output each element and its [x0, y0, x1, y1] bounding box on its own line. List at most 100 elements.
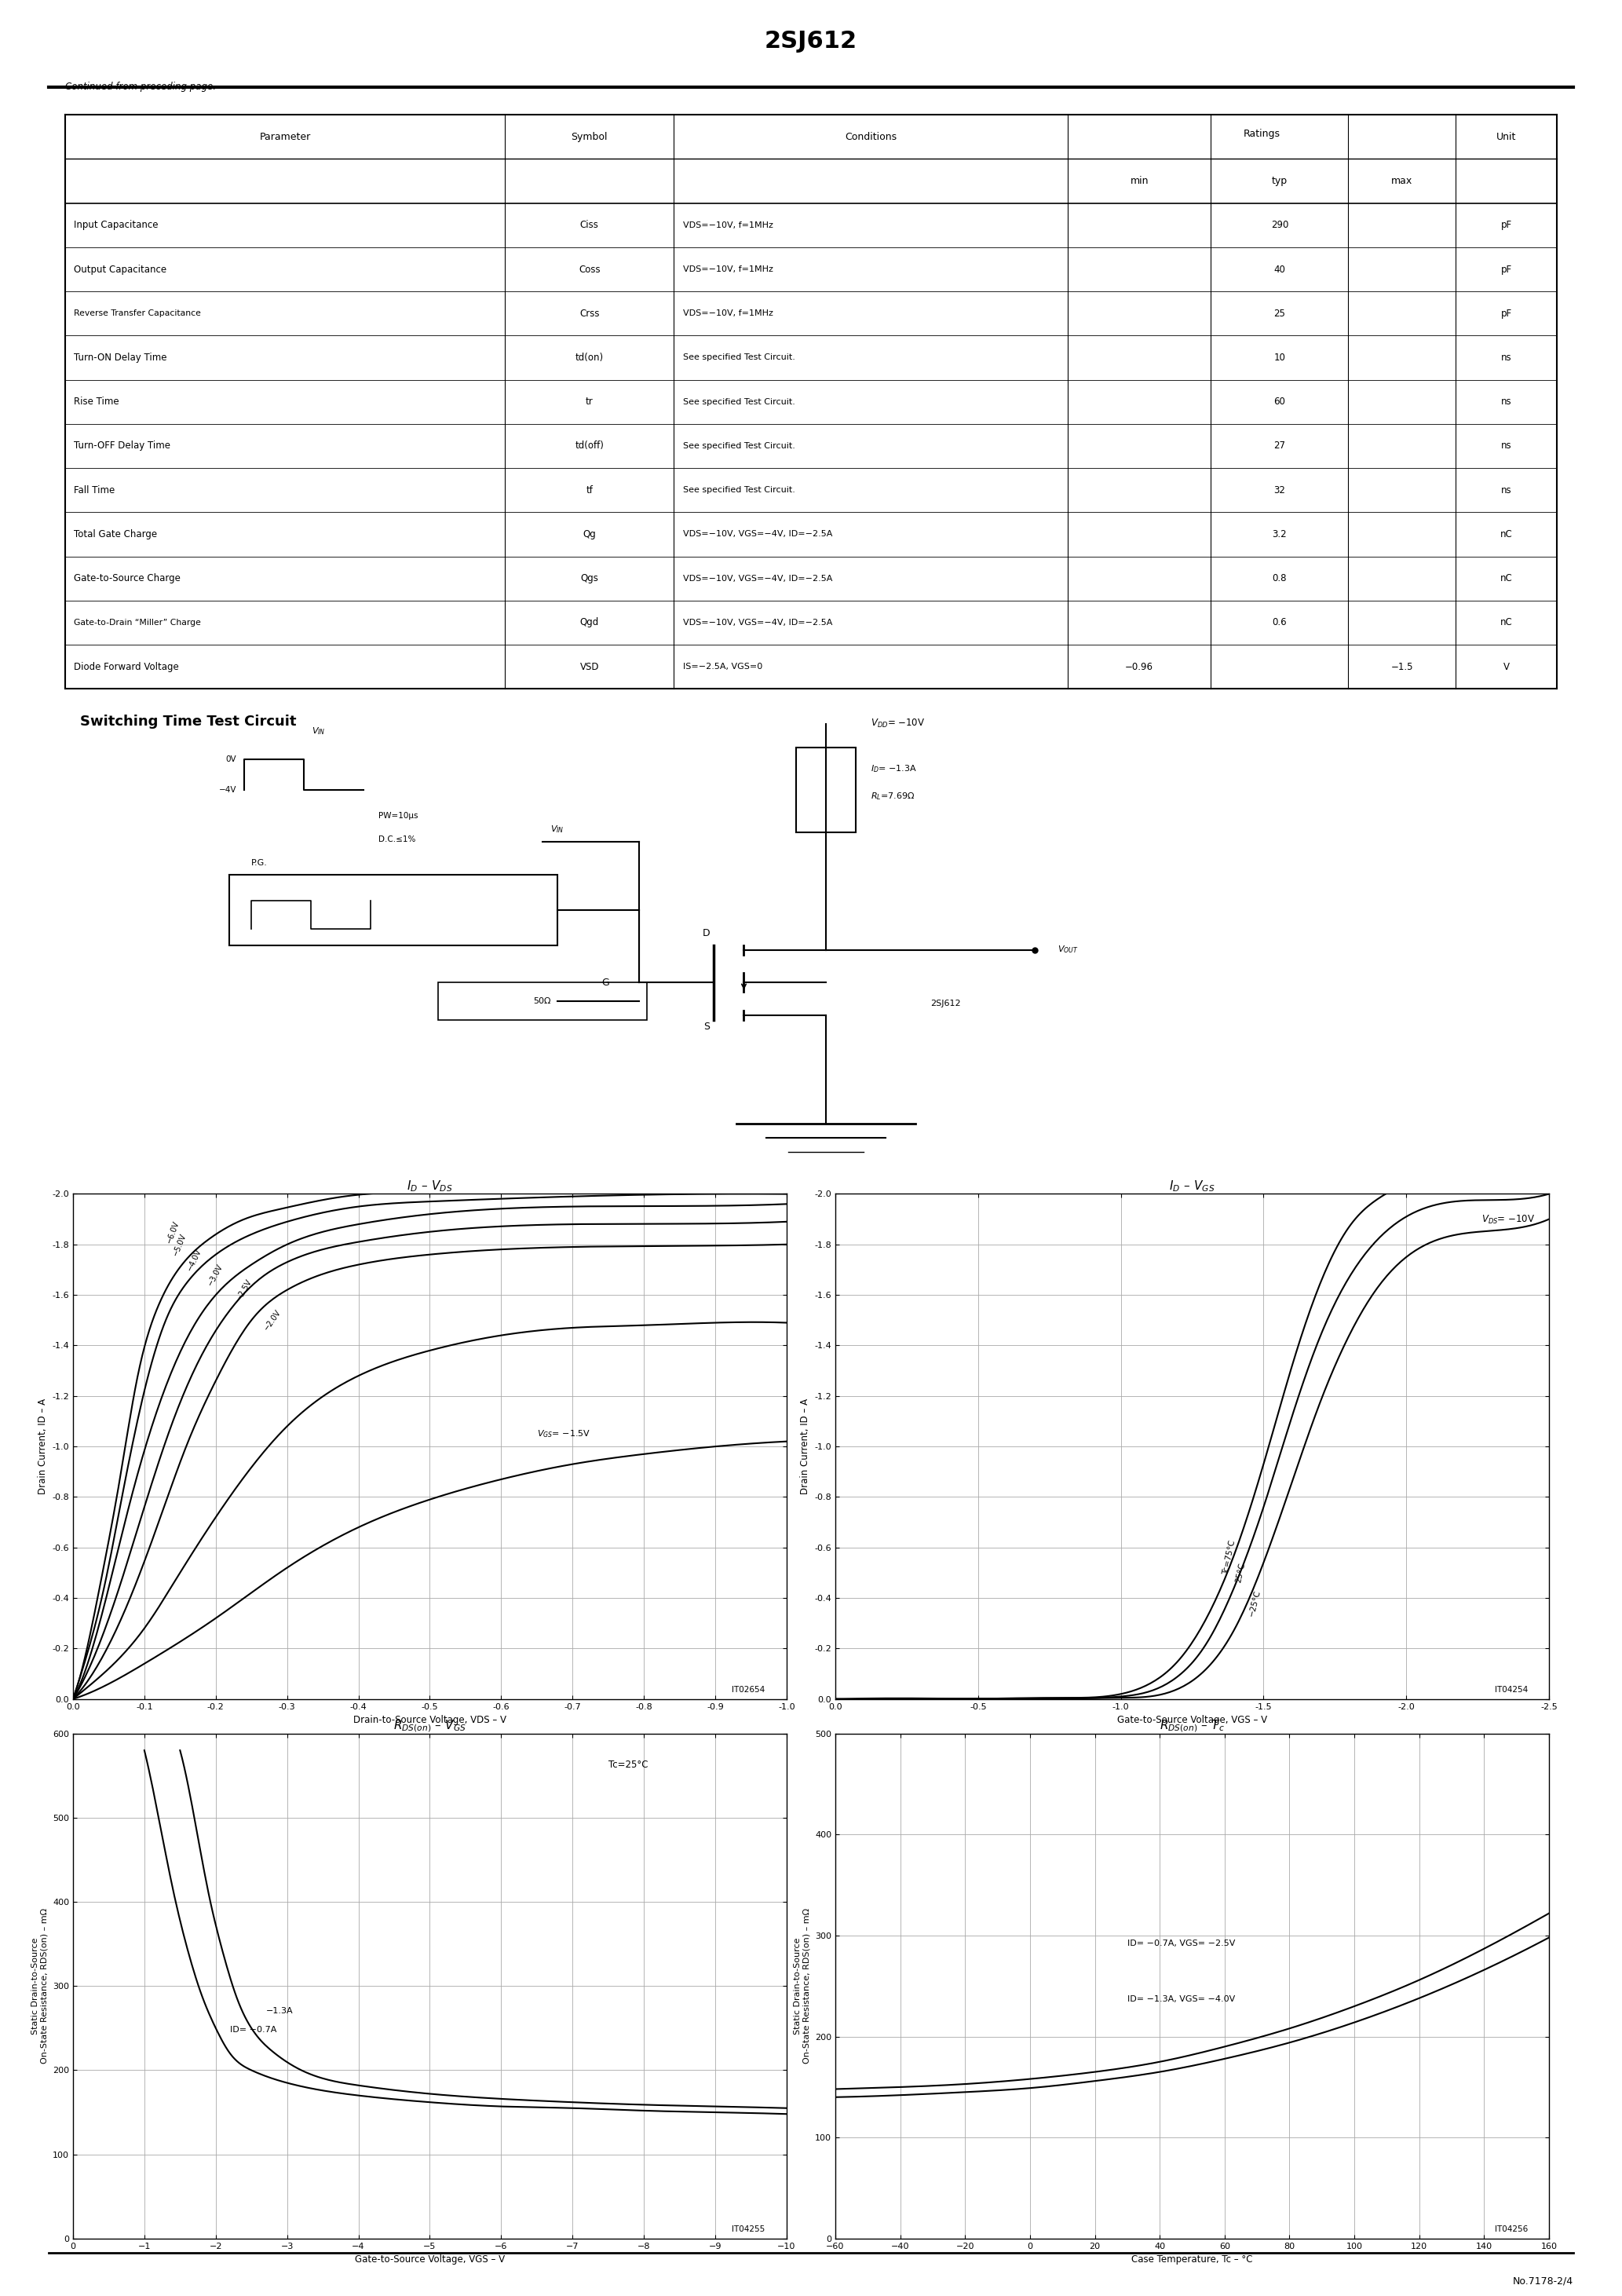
Text: Symbol: Symbol — [571, 131, 608, 142]
Text: See specified Test Circuit.: See specified Test Circuit. — [683, 443, 795, 450]
Text: −2.0V: −2.0V — [263, 1309, 282, 1332]
Text: $V_{DS}$= $-$10V: $V_{DS}$= $-$10V — [1481, 1215, 1534, 1226]
Text: Crss: Crss — [579, 308, 600, 319]
Text: Unit: Unit — [1497, 131, 1517, 142]
Text: PW=10μs: PW=10μs — [378, 813, 418, 820]
Text: $V_{IN}$: $V_{IN}$ — [311, 726, 326, 737]
Text: $V_{OUT}$: $V_{OUT}$ — [1058, 944, 1079, 955]
Text: 60: 60 — [1273, 397, 1285, 406]
Text: Diode Forward Voltage: Diode Forward Voltage — [75, 661, 178, 673]
Text: nC: nC — [1500, 574, 1513, 583]
Text: Coss: Coss — [579, 264, 600, 276]
Bar — [796, 748, 856, 831]
Text: Continued from preceding page.: Continued from preceding page. — [65, 83, 216, 92]
Text: ns: ns — [1500, 397, 1512, 406]
X-axis label: Gate-to-Source Voltage, VGS – V: Gate-to-Source Voltage, VGS – V — [355, 2255, 504, 2264]
Text: $V_{IN}$: $V_{IN}$ — [550, 824, 564, 836]
Text: $I_D$= −1.3A: $I_D$= −1.3A — [871, 762, 916, 774]
Text: ns: ns — [1500, 354, 1512, 363]
Text: IT04256: IT04256 — [1494, 2225, 1528, 2234]
Text: Input Capacitance: Input Capacitance — [75, 220, 159, 230]
Text: −0.96: −0.96 — [1126, 661, 1153, 673]
Text: 10: 10 — [1273, 354, 1285, 363]
Text: td(off): td(off) — [574, 441, 603, 450]
Text: Tc=75°C: Tc=75°C — [1221, 1541, 1238, 1575]
Text: max: max — [1392, 177, 1413, 186]
Text: P.G.: P.G. — [251, 859, 268, 866]
Text: IT02654: IT02654 — [732, 1685, 766, 1694]
Text: Output Capacitance: Output Capacitance — [75, 264, 167, 276]
Text: typ: typ — [1272, 177, 1288, 186]
Text: 2SJ612: 2SJ612 — [931, 1001, 960, 1008]
Text: See specified Test Circuit.: See specified Test Circuit. — [683, 354, 795, 360]
Text: Qgd: Qgd — [581, 618, 599, 627]
Text: Total Gate Charge: Total Gate Charge — [75, 528, 157, 540]
Text: pF: pF — [1500, 220, 1512, 230]
Text: See specified Test Circuit.: See specified Test Circuit. — [683, 487, 795, 494]
Text: −6.0V: −6.0V — [165, 1219, 180, 1244]
Y-axis label: Static Drain-to-Source
On-State Resistance, RDS(on) – mΩ: Static Drain-to-Source On-State Resistan… — [793, 1908, 811, 2064]
Text: −2.5V: −2.5V — [235, 1277, 253, 1302]
Text: 2SJ612: 2SJ612 — [764, 30, 858, 53]
Text: Reverse Transfer Capacitance: Reverse Transfer Capacitance — [75, 310, 201, 317]
Text: tr: tr — [586, 397, 594, 406]
Text: Qg: Qg — [582, 528, 595, 540]
Text: Parameter: Parameter — [260, 131, 310, 142]
Text: 0V: 0V — [225, 755, 237, 762]
Text: −1.3A: −1.3A — [266, 2007, 294, 2014]
Text: VDS=−10V, VGS=−4V, ID=−2.5A: VDS=−10V, VGS=−4V, ID=−2.5A — [683, 618, 832, 627]
Text: Tc=25°C: Tc=25°C — [608, 1759, 647, 1770]
Text: 25°C: 25°C — [1234, 1561, 1247, 1584]
Text: 50Ω: 50Ω — [534, 996, 551, 1006]
X-axis label: Gate-to-Source Voltage, VGS – V: Gate-to-Source Voltage, VGS – V — [1118, 1715, 1267, 1724]
Text: See specified Test Circuit.: See specified Test Circuit. — [683, 397, 795, 406]
Text: S: S — [704, 1022, 710, 1033]
Text: 3.2: 3.2 — [1272, 528, 1286, 540]
Text: $V_{DD}$= −10V: $V_{DD}$= −10V — [871, 719, 925, 730]
Text: −1.5: −1.5 — [1390, 661, 1413, 673]
Text: tf: tf — [586, 484, 594, 496]
Text: td(on): td(on) — [576, 354, 603, 363]
Text: Gate-to-Drain “Miller” Charge: Gate-to-Drain “Miller” Charge — [75, 618, 201, 627]
Text: VDS=−10V, VGS=−4V, ID=−2.5A: VDS=−10V, VGS=−4V, ID=−2.5A — [683, 574, 832, 583]
Title: $I_D$ – $V_{DS}$: $I_D$ – $V_{DS}$ — [407, 1178, 453, 1194]
X-axis label: Drain-to-Source Voltage, VDS – V: Drain-to-Source Voltage, VDS – V — [354, 1715, 506, 1724]
Text: pF: pF — [1500, 264, 1512, 276]
Text: ID= −1.3A, VGS= −4.0V: ID= −1.3A, VGS= −4.0V — [1127, 1995, 1234, 2002]
Text: 25: 25 — [1273, 308, 1285, 319]
Text: 32: 32 — [1273, 484, 1285, 496]
Text: ns: ns — [1500, 441, 1512, 450]
Text: 0.6: 0.6 — [1272, 618, 1286, 627]
Text: $V_{GS}$= $-$1.5V: $V_{GS}$= $-$1.5V — [537, 1428, 590, 1440]
Y-axis label: Drain Current, ID – A: Drain Current, ID – A — [37, 1398, 47, 1495]
Text: G: G — [602, 978, 610, 987]
Bar — [438, 983, 647, 1019]
Y-axis label: Drain Current, ID – A: Drain Current, ID – A — [800, 1398, 809, 1495]
Text: D: D — [702, 928, 710, 939]
Text: pF: pF — [1500, 308, 1512, 319]
Text: VDS=−10V, f=1MHz: VDS=−10V, f=1MHz — [683, 266, 772, 273]
Text: IT04255: IT04255 — [732, 2225, 766, 2234]
Text: −3.0V: −3.0V — [206, 1263, 225, 1288]
Text: Switching Time Test Circuit: Switching Time Test Circuit — [79, 714, 297, 728]
Text: −4.0V: −4.0V — [187, 1247, 203, 1272]
Text: No.7178-2/4: No.7178-2/4 — [1513, 2275, 1573, 2287]
Text: Conditions: Conditions — [845, 131, 897, 142]
Text: nC: nC — [1500, 618, 1513, 627]
Text: IS=−2.5A, VGS=0: IS=−2.5A, VGS=0 — [683, 664, 762, 670]
Text: Fall Time: Fall Time — [75, 484, 115, 496]
Text: ns: ns — [1500, 484, 1512, 496]
Bar — [229, 875, 558, 946]
Text: ID= −0.7A: ID= −0.7A — [230, 2025, 277, 2034]
Text: V: V — [1504, 661, 1510, 673]
Text: 290: 290 — [1270, 220, 1288, 230]
Text: min: min — [1131, 177, 1148, 186]
Text: Turn-ON Delay Time: Turn-ON Delay Time — [75, 354, 167, 363]
Text: IT04254: IT04254 — [1494, 1685, 1528, 1694]
Text: Turn-OFF Delay Time: Turn-OFF Delay Time — [75, 441, 170, 450]
Title: $R_{DS(on)}$ – $V_{GS}$: $R_{DS(on)}$ – $V_{GS}$ — [393, 1720, 467, 1733]
Text: Ciss: Ciss — [581, 220, 599, 230]
X-axis label: Case Temperature, Tc – °C: Case Temperature, Tc – °C — [1132, 2255, 1252, 2264]
Y-axis label: Static Drain-to-Source
On-State Resistance, RDS(on) – mΩ: Static Drain-to-Source On-State Resistan… — [31, 1908, 49, 2064]
Text: −4V: −4V — [219, 785, 237, 794]
